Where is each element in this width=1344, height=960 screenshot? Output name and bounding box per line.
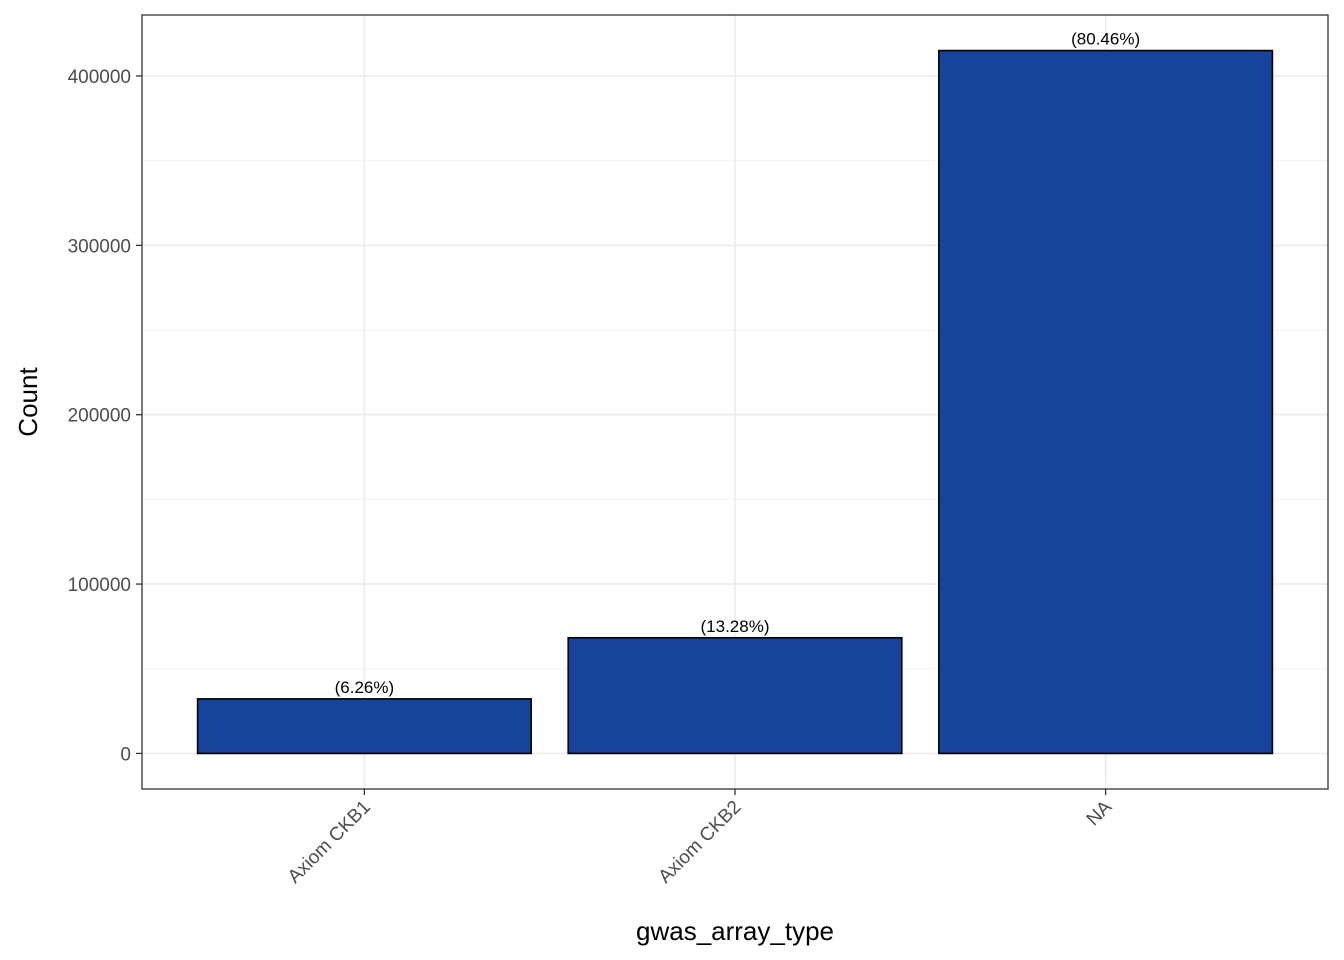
bar <box>567 636 903 755</box>
y-tick-label: 0 <box>120 744 131 765</box>
bar <box>938 49 1274 755</box>
bar-data-label: (80.46%) <box>1071 30 1140 49</box>
y-tick-label: 400000 <box>68 67 131 88</box>
y-tick-label: 200000 <box>68 406 131 427</box>
x-axis-title: gwas_array_type <box>636 916 834 946</box>
bar-data-label: (6.26%) <box>335 678 395 697</box>
y-axis-title: Count <box>13 367 43 437</box>
bars <box>196 49 1274 755</box>
data-labels: (6.26%) (13.28%) (80.46%) <box>335 30 1141 697</box>
y-tick-label: 100000 <box>68 575 131 596</box>
y-tick-label: 300000 <box>68 236 131 257</box>
bar <box>196 698 532 755</box>
bar-data-label: (13.28%) <box>701 617 770 636</box>
